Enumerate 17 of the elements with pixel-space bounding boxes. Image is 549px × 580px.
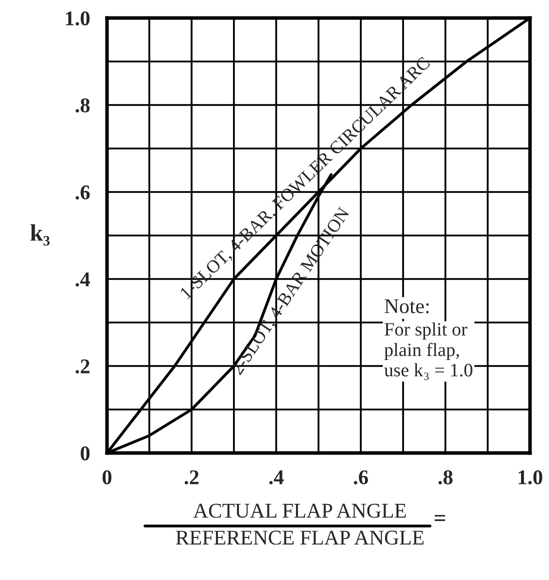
x-tick-label: .6 bbox=[354, 470, 368, 484]
annotation: For split or plain flap, use k₃ = 1.0 bbox=[384, 322, 472, 380]
y-tick-label: 1.0 bbox=[66, 11, 90, 26]
x-axis-title: ACTUAL FLAP ANGLE REFERENCE FLAP ANGLE bbox=[176, 504, 424, 545]
annotation: Note: bbox=[384, 299, 429, 314]
x-tick-label: .2 bbox=[184, 470, 199, 484]
x-tick-label: .4 bbox=[269, 470, 284, 484]
x-tick-label: 1.0 bbox=[518, 470, 542, 484]
y-axis-title: k₃ bbox=[30, 224, 50, 246]
y-tick-label: .6 bbox=[76, 185, 90, 200]
x-tick-label: 0 bbox=[102, 470, 112, 484]
text: = bbox=[434, 514, 446, 521]
y-tick-label: .4 bbox=[76, 272, 90, 287]
y-tick-label: .8 bbox=[76, 98, 90, 113]
x-tick-label: .8 bbox=[438, 470, 453, 484]
y-tick-label: .2 bbox=[76, 359, 90, 374]
y-tick-label: 0 bbox=[80, 446, 90, 460]
